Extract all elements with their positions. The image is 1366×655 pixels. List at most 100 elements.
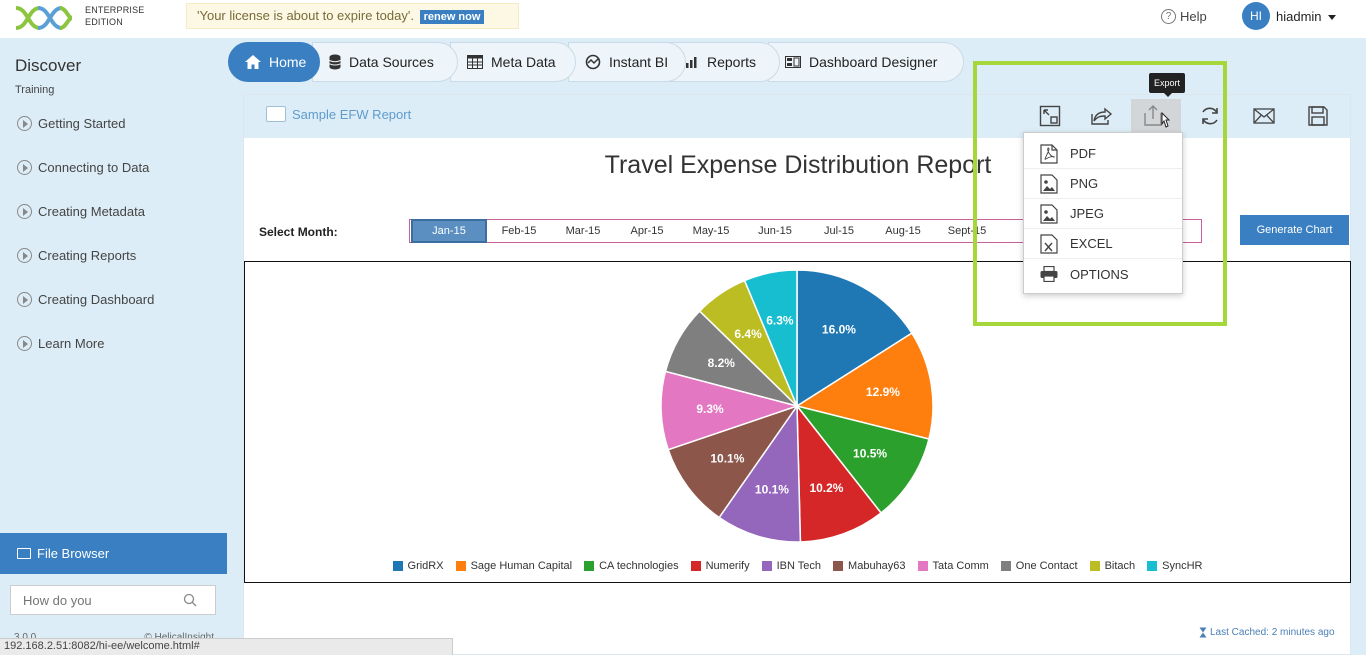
export-options-item[interactable]: OPTIONS	[1024, 259, 1182, 289]
save-button[interactable]	[1300, 99, 1336, 133]
sidebar-item-creating-dashboard[interactable]: Creating Dashboard	[17, 292, 154, 307]
legend-swatch	[761, 561, 772, 571]
tab-instant-bi[interactable]: Instant BI	[568, 42, 686, 82]
share-button[interactable]	[1084, 99, 1120, 133]
expand-icon	[1039, 105, 1061, 127]
report-toolbar: Sample EFW Report	[244, 95, 1350, 138]
pie-slice-label: 8.2%	[708, 356, 736, 370]
search-icon[interactable]	[183, 593, 197, 607]
pie-slice[interactable]	[660, 370, 800, 451]
pie-slice-label: 6.3%	[766, 314, 794, 328]
sidebar-item-label: Learn More	[38, 336, 105, 351]
legend-item[interactable]: SyncHR	[1147, 560, 1202, 572]
file-browser-button[interactable]: File Browser	[0, 533, 227, 574]
pie-slice-label: 9.3%	[696, 402, 724, 416]
pie-slice-label: 16.0%	[822, 323, 856, 337]
logo-text: ENTERPRISE EDITION	[85, 4, 145, 28]
legend-item[interactable]: IBN Tech	[761, 560, 822, 572]
pie-slice[interactable]	[795, 332, 934, 440]
sidebar-item-creating-reports[interactable]: Creating Reports	[17, 248, 136, 263]
menu-item-label: PDF	[1070, 146, 1096, 161]
help-link[interactable]: ? Help	[1161, 9, 1207, 24]
month-option[interactable]: Aug-15	[885, 225, 921, 237]
license-banner: 'Your license is about to expire today'.…	[186, 3, 519, 29]
pie-slice[interactable]	[718, 403, 802, 543]
refresh-icon	[1202, 107, 1218, 125]
month-option[interactable]: May-15	[692, 225, 730, 237]
sidebar-item-connecting-to-data[interactable]: Connecting to Data	[17, 160, 149, 175]
export-pdf-item[interactable]: PDF	[1024, 139, 1182, 169]
help-icon: ?	[1161, 9, 1176, 24]
sidebar-item-getting-started[interactable]: Getting Started	[17, 116, 125, 131]
legend-label: CA technologies	[599, 560, 679, 572]
month-option[interactable]: Jul-15	[824, 225, 854, 237]
month-option[interactable]: Apr-15	[630, 225, 664, 237]
export-excel-item[interactable]: EXCEL	[1024, 229, 1182, 259]
legend-label: Tata Comm	[932, 560, 989, 572]
instant-bi-icon	[585, 54, 601, 70]
legend-item[interactable]: Tata Comm	[917, 560, 989, 572]
legend-item[interactable]: One Contact	[1000, 560, 1078, 572]
month-option-selected[interactable]: Jan-15	[411, 219, 487, 243]
tab-reports[interactable]: Reports	[668, 42, 780, 82]
mail-button[interactable]	[1246, 99, 1282, 133]
legend-label: GridRX	[407, 560, 444, 572]
legend-item[interactable]: CA technologies	[584, 560, 679, 572]
user-menu[interactable]: HI hiadmin	[1242, 2, 1336, 30]
dashboard-icon	[785, 56, 801, 68]
play-circle-icon	[17, 248, 32, 263]
breadcrumb[interactable]: Sample EFW Report	[266, 106, 411, 122]
sidebar-item-learn-more[interactable]: Learn More	[17, 336, 104, 351]
status-bar-url: 192.168.2.51:8082/hi-ee/welcome.html#	[0, 638, 453, 655]
generate-chart-button[interactable]: Generate Chart	[1240, 215, 1349, 245]
export-png-item[interactable]: PNG	[1024, 169, 1182, 199]
menu-item-label: JPEG	[1070, 206, 1104, 221]
tab-meta-data[interactable]: Meta Data	[450, 42, 576, 82]
month-option[interactable]: Mar-15	[565, 225, 601, 237]
pie-slice[interactable]	[743, 269, 798, 407]
sidebar-subtitle: Training	[15, 84, 55, 96]
pie-slice[interactable]	[796, 403, 883, 543]
legend-item[interactable]: Numerify	[690, 560, 750, 572]
file-browser-label: File Browser	[37, 546, 110, 561]
expand-button[interactable]	[1032, 99, 1068, 133]
refresh-button[interactable]	[1192, 99, 1228, 133]
play-circle-icon	[17, 116, 32, 131]
copyright-text: © HelicalInsight	[144, 632, 214, 643]
tab-data-sources[interactable]: Data Sources	[312, 42, 458, 82]
legend-swatch	[1089, 561, 1100, 571]
export-jpeg-item[interactable]: JPEG	[1024, 199, 1182, 229]
sidebar-title: Discover	[15, 56, 82, 75]
month-option[interactable]: Sept-15	[947, 225, 987, 237]
user-name: hiadmin	[1276, 8, 1322, 24]
renew-now-button[interactable]: renew now	[419, 10, 485, 24]
legend-label: IBN Tech	[776, 560, 822, 572]
export-button[interactable]	[1131, 99, 1181, 133]
sidebar-item-creating-metadata[interactable]: Creating Metadata	[17, 204, 145, 219]
legend-label: One Contact	[1015, 560, 1078, 572]
search-input[interactable]	[23, 592, 183, 608]
image-icon	[1040, 173, 1058, 194]
avatar: HI	[1242, 2, 1270, 30]
legend-item[interactable]: Bitach	[1089, 560, 1135, 572]
sidebar-item-label: Creating Dashboard	[38, 292, 155, 307]
tab-label: Reports	[707, 54, 757, 70]
month-option[interactable]: Jun-15	[758, 225, 792, 237]
month-option[interactable]: Feb-15	[501, 225, 537, 237]
share-icon	[1091, 107, 1113, 125]
play-circle-icon	[17, 160, 32, 175]
last-cached-text: Last Cached: 2 minutes ago	[1210, 627, 1335, 638]
pie-slice-label: 10.1%	[755, 482, 789, 496]
pie-slice-label: 10.1%	[710, 451, 744, 465]
legend-item[interactable]: Sage Human Capital	[455, 560, 572, 572]
legend-item[interactable]: GridRX	[392, 560, 444, 572]
legend-item[interactable]: Mabuhay63	[833, 560, 906, 572]
tab-dashboard-designer[interactable]: Dashboard Designer	[768, 42, 964, 82]
pie-slice[interactable]	[795, 404, 930, 514]
legend-swatch	[917, 561, 928, 571]
bar-chart-icon	[686, 57, 697, 68]
tab-label: Data Sources	[349, 54, 434, 70]
pie-slice[interactable]	[667, 404, 799, 519]
tab-home[interactable]: Home	[228, 42, 320, 82]
pie-slice[interactable]	[796, 269, 913, 408]
